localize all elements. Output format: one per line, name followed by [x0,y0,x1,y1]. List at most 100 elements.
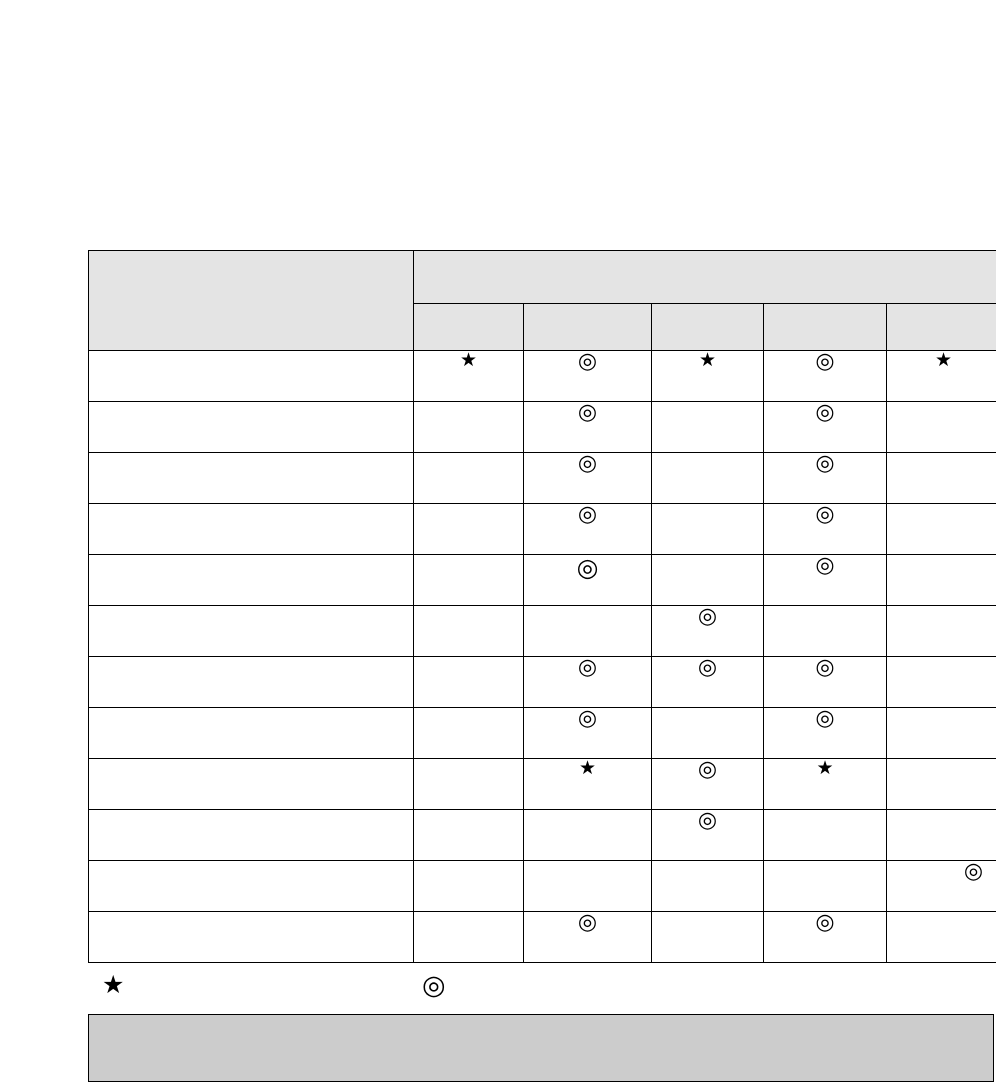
matrix-cell [651,452,764,504]
matrix-cell [413,503,524,555]
double-circle-icon: ◎ [422,970,446,1001]
matrix-cell [885,503,996,555]
double-circle-icon: ◎ [815,910,835,935]
column-header-5 [885,303,996,351]
column-header-3 [651,303,764,351]
star-icon: ★ [698,349,717,371]
double-circle-icon: ◎ [815,655,835,680]
matrix-cell: ◎ [763,706,887,759]
double-circle-icon: ◎ [815,451,835,476]
row-label [88,860,414,912]
row-label-column-header [88,250,414,351]
matrix-cell: ◎ [523,400,652,453]
matrix-cell [523,860,652,912]
matrix-header-subrow [89,303,996,351]
double-circle-icon: ◎ [577,910,598,935]
matrix-cell [885,554,996,606]
matrix-header-group-row [88,250,996,351]
double-circle-icon: ◎ [697,808,718,833]
row-label [88,809,414,861]
matrix-cell [885,758,996,810]
matrix-cell [413,656,524,708]
matrix-group-header [412,250,996,304]
matrix-cell: ◎ [763,553,887,606]
double-circle-icon: ◎ [815,400,835,425]
table-row: ◎ ◎ [88,706,996,759]
double-circle-icon: ◎ [697,604,718,629]
matrix-cell: ◎ [651,604,764,657]
matrix-cell [885,809,996,861]
comparison-matrix-table: ★ ◎ ★ ◎ ★ ◎ ◎ [88,250,996,963]
double-circle-icon: ◎ [815,349,835,374]
row-label [88,554,414,606]
matrix-cell [763,605,887,657]
double-circle-icon: ◎ [577,502,598,527]
double-circle-icon: ◎ [577,655,598,680]
matrix-cell: ◎ [763,451,887,504]
double-circle-icon: ◎ [576,553,599,582]
matrix-cell [651,401,764,453]
matrix-cell [413,401,524,453]
row-label [88,452,414,504]
row-label [88,707,414,759]
matrix-cell: ◎ [523,655,652,708]
double-circle-icon: ◎ [577,451,598,476]
matrix-cell [413,605,524,657]
table-row: ◎ ◎ [88,553,996,606]
matrix-cell [413,911,524,963]
matrix-cell [651,503,764,555]
matrix-body: ★ ◎ ★ ◎ ★ ◎ ◎ [88,349,996,963]
matrix-cell: ◎ [763,910,887,963]
table-row: ◎ ◎ ◎ [88,655,996,708]
matrix-cell: ◎ [763,655,887,708]
matrix-cell [885,401,996,453]
table-row: ◎ [88,808,996,861]
table-row: ◎ ◎ [88,910,996,963]
matrix-cell [885,605,996,657]
matrix-cell: ◎ [523,451,652,504]
table-row: ◎ ◎ [88,451,996,504]
footnote-box [88,1014,994,1082]
matrix-cell [763,860,887,912]
matrix-cell: ★ [413,350,524,402]
double-circle-icon: ◎ [815,706,835,731]
table-row: ★ ◎ ★ [88,757,996,810]
matrix-cell: ★ [763,757,887,810]
matrix-cell [651,860,764,912]
matrix-cell [885,707,996,759]
star-icon: ★ [102,970,125,999]
matrix-cell [885,452,996,504]
matrix-cell: ◎ [523,553,652,606]
legend: ★ ◎ [88,972,996,1012]
matrix-cell: ◎ [885,860,996,912]
double-circle-icon: ◎ [815,502,835,527]
table-row: ◎ [88,604,996,657]
matrix-cell [413,554,524,606]
matrix-header [88,250,996,351]
row-label [88,401,414,453]
star-icon: ★ [578,757,597,779]
matrix-cell [413,452,524,504]
matrix-cell: ◎ [763,400,887,453]
row-label [88,911,414,963]
matrix-cell: ◎ [523,707,652,759]
row-label [88,605,414,657]
matrix-cell: ◎ [523,349,652,402]
matrix-cell: ★ [885,350,996,402]
matrix-cell [413,758,524,810]
table-row: ◎ ◎ [88,400,996,453]
matrix-cell: ★ [523,757,652,810]
double-circle-icon: ◎ [815,553,835,578]
double-circle-icon: ◎ [577,349,598,374]
star-icon: ★ [816,757,834,779]
double-circle-icon: ◎ [577,400,598,425]
matrix-cell [523,809,652,861]
matrix-cell [523,605,652,657]
table-row: ◎ ◎ [88,502,996,555]
matrix-cell [413,707,524,759]
row-label [88,758,414,810]
matrix-cell: ◎ [763,502,887,555]
legend-item-double-circle: ◎ [422,972,454,999]
table-row: ★ ◎ ★ ◎ ★ [88,349,996,402]
matrix-cell [885,911,996,963]
